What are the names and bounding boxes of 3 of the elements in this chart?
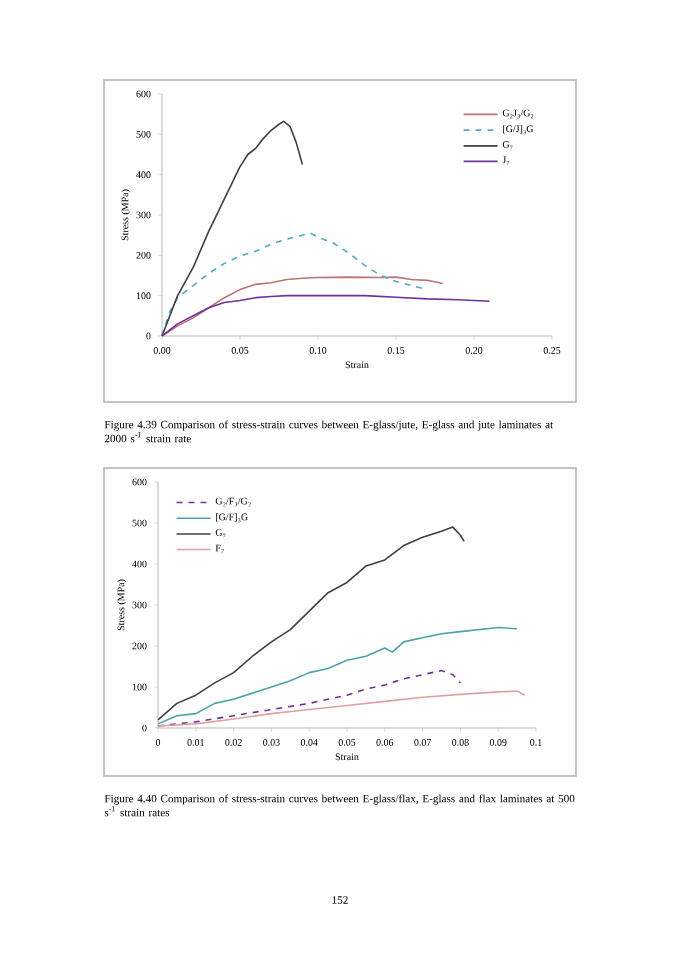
line-series <box>161 276 444 337</box>
line-series <box>157 526 465 721</box>
line-series <box>157 690 526 727</box>
